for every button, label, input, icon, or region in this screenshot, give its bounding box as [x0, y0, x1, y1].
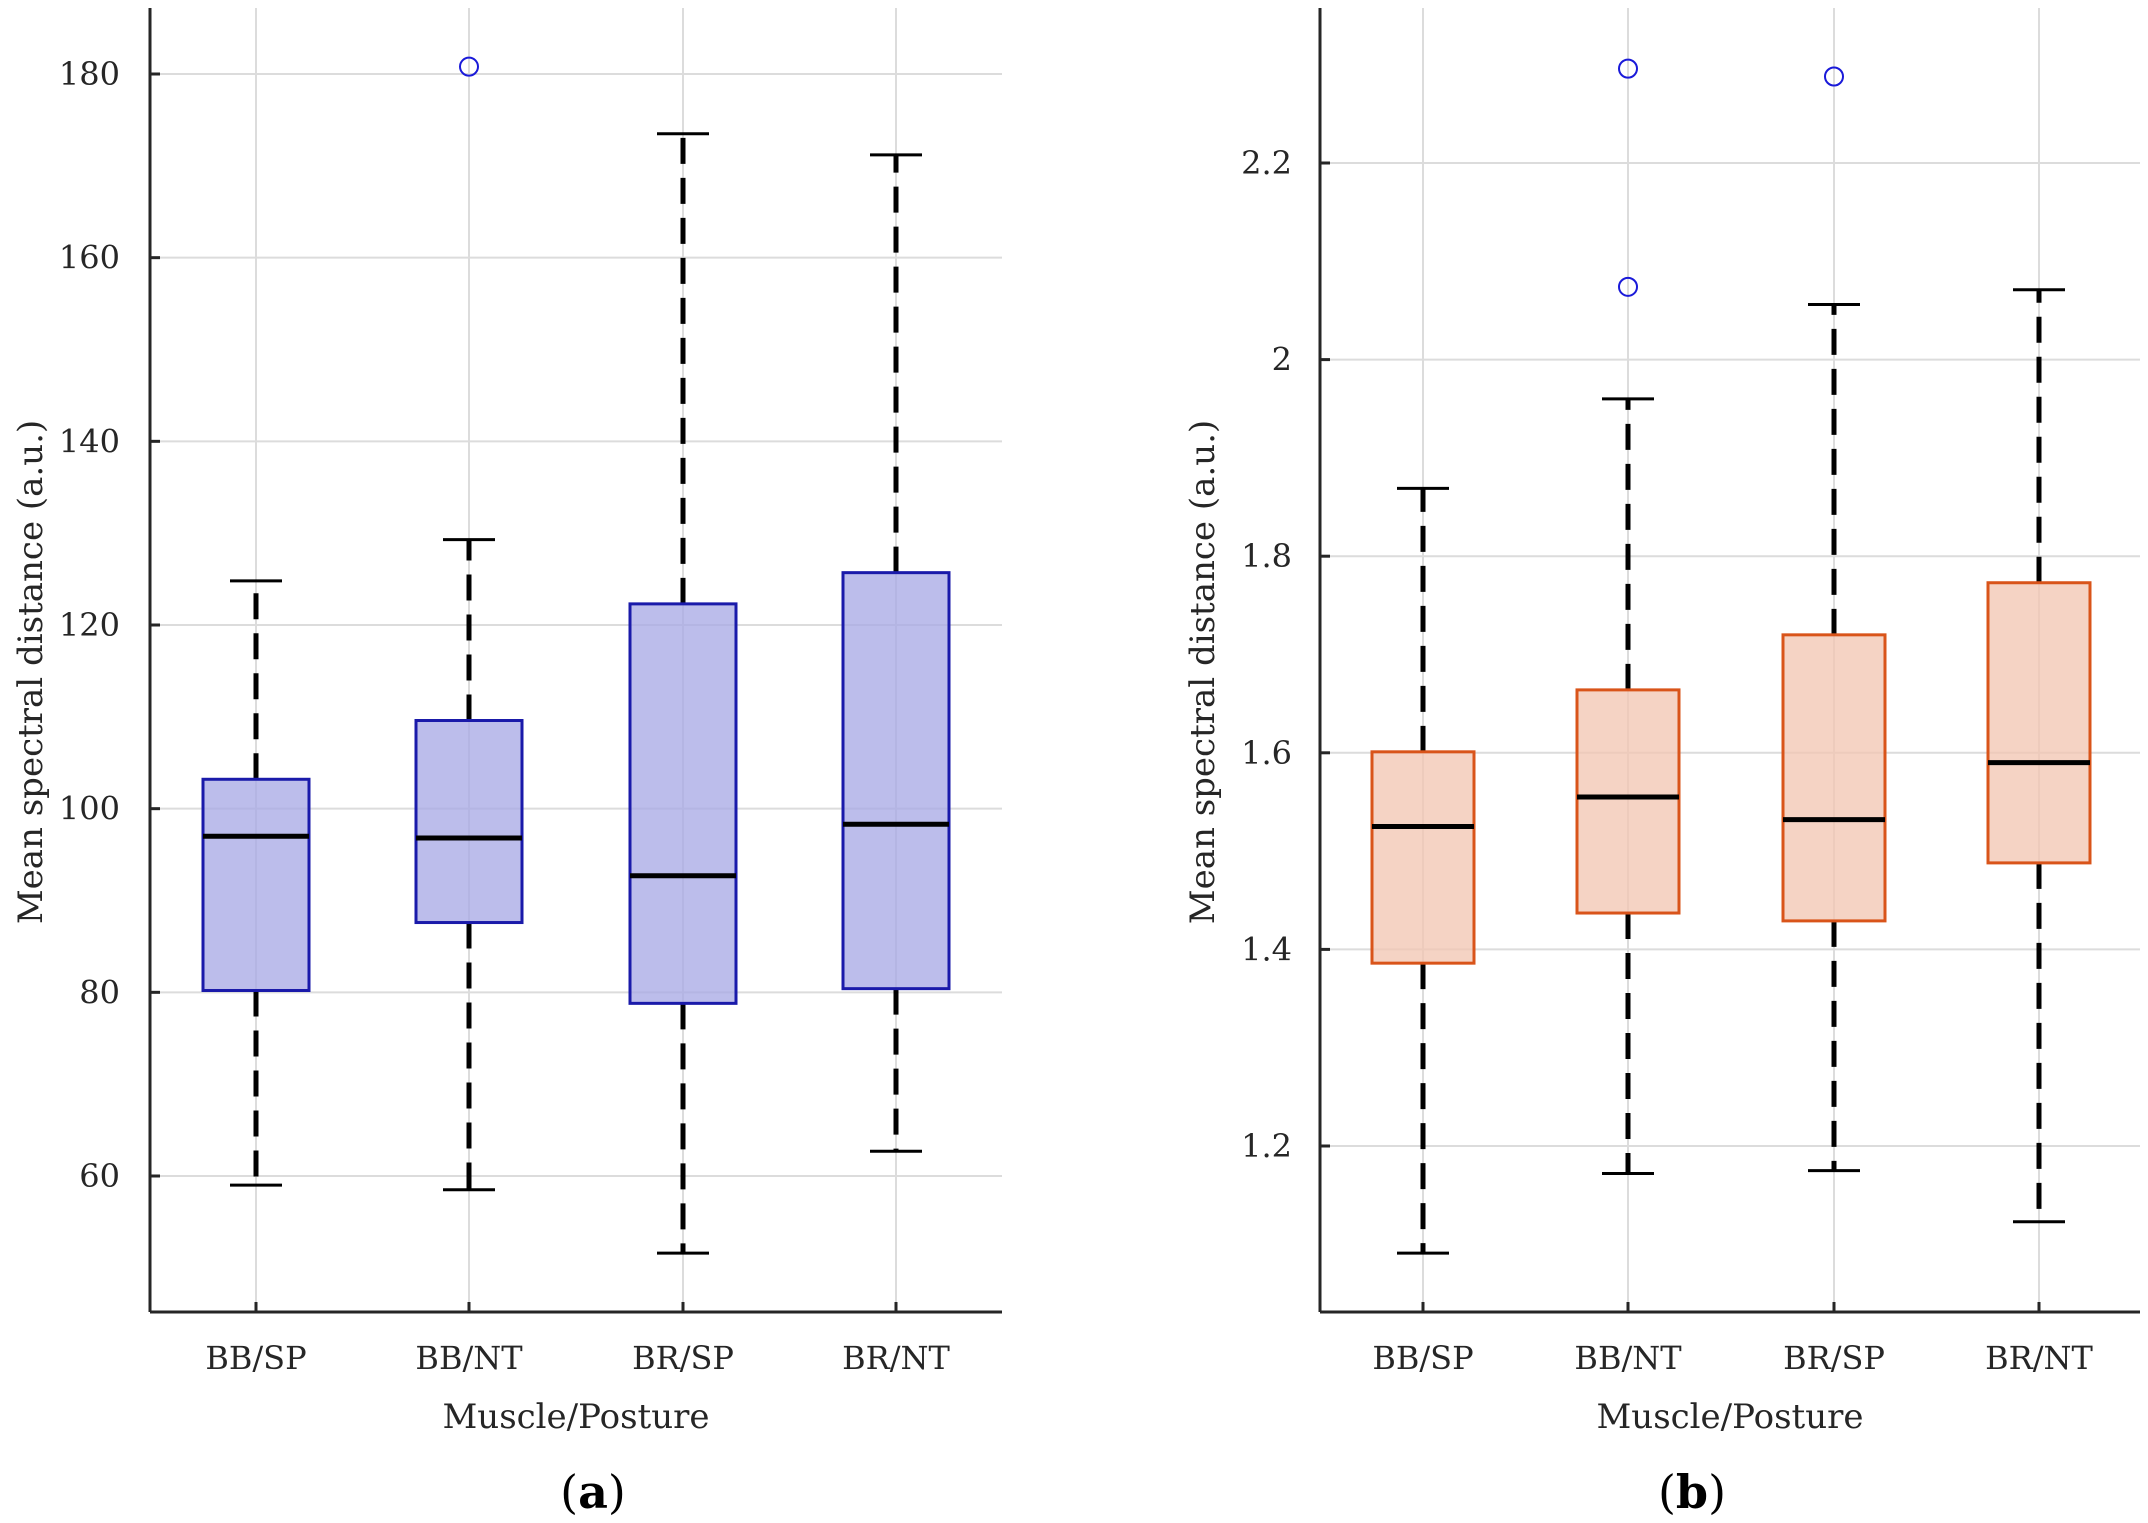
panel-a-xtick-label: BR/NT	[842, 1339, 950, 1377]
panel-a-box-br-nt-iqr-box	[841, 571, 951, 991]
panel-b-xtick-label: BB/SP	[1372, 1339, 1473, 1377]
panel-b-ytick-label: 1.4	[1241, 930, 1292, 968]
panel-a-box-br-sp-iqr-box	[628, 602, 738, 1005]
panel-b-box-bb-sp-iqr-box	[1370, 750, 1476, 965]
panel-a-box-bb-nt-iqr-box	[414, 719, 524, 925]
panel-a-box-bb-nt-outlier-point	[459, 56, 479, 77]
panel-b-x-axis-label: Muscle/Posture	[1596, 1397, 1863, 1437]
panel-b-xtick-label: BR/NT	[1985, 1339, 2093, 1377]
panel-a-xtick-label: BR/SP	[632, 1339, 734, 1377]
panel-a-ytick-label: 80	[79, 973, 120, 1011]
panel-b-box-br-sp-iqr-box	[1781, 633, 1887, 923]
panel-b-box-bb-nt-iqr-box	[1575, 688, 1681, 915]
panel-a-xtick-label: BB/SP	[205, 1339, 306, 1377]
panel-a-panel-label: (a)	[560, 1465, 626, 1519]
panel-b-xtick-label: BB/NT	[1574, 1339, 1682, 1377]
panel-b-xtick-label: BR/SP	[1783, 1339, 1885, 1377]
panel-b-panel-label: (b)	[1658, 1465, 1726, 1519]
panel-b-box-bb-nt-outlier-point	[1618, 276, 1638, 297]
panel-b-y-axis-label: Mean spectral distance (a.u.)	[1183, 420, 1223, 924]
panel-b-ytick-label: 1.2	[1241, 1127, 1292, 1165]
panel-b-ytick-label: 1.6	[1241, 734, 1292, 772]
panel-a-ytick-label: 180	[59, 55, 120, 93]
panel-a-x-axis-label: Muscle/Posture	[442, 1397, 709, 1437]
panel-b-box-br-sp-outlier-point	[1824, 66, 1844, 87]
panel-b-box-br-nt-iqr-box	[1986, 581, 2092, 865]
panel-a-ytick-label: 140	[59, 422, 120, 460]
panel-a-ytick-label: 120	[59, 606, 120, 644]
panel-a-ytick-label: 60	[79, 1157, 120, 1195]
panel-b-ytick-label: 2.2	[1241, 144, 1292, 182]
panel-a-xtick-label: BB/NT	[415, 1339, 523, 1377]
panel-a-ytick-label: 100	[59, 790, 120, 828]
panel-a-y-axis-label: Mean spectral distance (a.u.)	[11, 420, 51, 924]
panel-b-ytick-label: 1.8	[1241, 537, 1292, 575]
panel-b-box-bb-nt-outlier-point	[1618, 58, 1638, 79]
panel-a-box-bb-sp-iqr-box	[201, 777, 311, 992]
panel-b-ytick-label: 2	[1272, 341, 1292, 379]
panel-a-ytick-label: 160	[59, 239, 120, 277]
